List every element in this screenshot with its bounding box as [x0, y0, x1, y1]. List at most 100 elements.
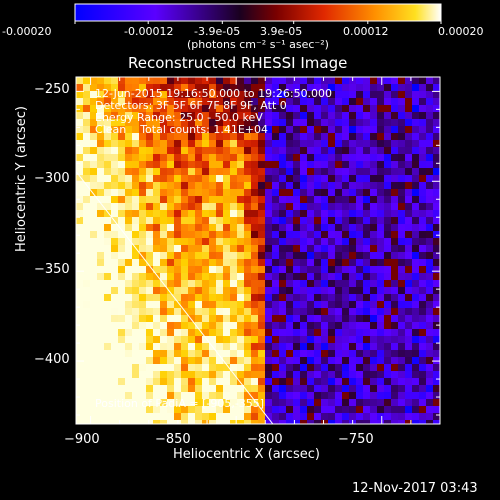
heatmap-cell: [363, 91, 371, 99]
heatmap-cell: [223, 175, 231, 183]
heatmap-cell: [216, 77, 224, 85]
heatmap-cell: [209, 259, 217, 267]
heatmap-cell: [230, 266, 238, 274]
heatmap-cell: [167, 343, 175, 351]
heatmap-cell: [174, 294, 182, 302]
heatmap-cell: [90, 84, 98, 92]
heatmap-cell: [370, 406, 378, 414]
heatmap-cell: [251, 420, 259, 424]
heatmap-cell: [433, 238, 440, 246]
heatmap-cell: [314, 126, 322, 134]
heatmap-cell: [76, 126, 84, 134]
heatmap-cell: [132, 84, 140, 92]
heatmap-cell: [377, 385, 385, 393]
heatmap-cell: [412, 252, 420, 260]
heatmap-cell: [251, 259, 259, 267]
heatmap-cell: [265, 378, 273, 386]
heatmap-cell: [258, 147, 266, 155]
heatmap-cell: [321, 322, 329, 330]
heatmap-cell: [251, 280, 259, 288]
heatmap-cell: [237, 98, 245, 106]
heatmap-cell: [153, 119, 161, 127]
heatmap-cell: [139, 112, 147, 120]
heatmap-cell: [188, 203, 196, 211]
heatmap-cell: [321, 91, 329, 99]
heatmap-cell: [265, 189, 273, 197]
heatmap-cell: [412, 175, 420, 183]
heatmap-cell: [174, 364, 182, 372]
heatmap-cell: [83, 91, 91, 99]
heatmap-cell: [174, 98, 182, 106]
heatmap-cell: [398, 203, 406, 211]
heatmap-cell: [202, 357, 210, 365]
heatmap-cell: [426, 252, 434, 260]
heatmap-cell: [153, 189, 161, 197]
heatmap-cell: [104, 161, 112, 169]
heatmap-cell: [104, 322, 112, 330]
heatmap-cell: [251, 161, 259, 169]
heatmap-cell: [223, 84, 231, 92]
heatmap-cell: [300, 154, 308, 162]
heatmap-cell: [146, 210, 154, 218]
heatmap-cell: [90, 371, 98, 379]
heatmap-cell: [300, 399, 308, 407]
heatmap-cell: [272, 217, 280, 225]
heatmap-cell: [181, 133, 189, 141]
heatmap-cell: [384, 98, 392, 106]
heatmap-cell: [314, 231, 322, 239]
heatmap-cell: [139, 287, 147, 295]
heatmap-cell: [139, 77, 147, 85]
heatmap-cell: [90, 112, 98, 120]
heatmap-cell: [384, 77, 392, 85]
heatmap-cell: [160, 210, 168, 218]
heatmap-cell: [153, 252, 161, 260]
heatmap-cell: [76, 98, 84, 106]
heatmap-cell: [300, 238, 308, 246]
heatmap-cell: [426, 273, 434, 281]
heatmap-cell: [153, 308, 161, 316]
heatmap-cell: [370, 175, 378, 183]
heatmap-cell: [230, 273, 238, 281]
heatmap-cell: [174, 266, 182, 274]
heatmap-cell: [104, 420, 112, 424]
heatmap-cell: [307, 399, 315, 407]
heatmap-cell: [279, 189, 287, 197]
heatmap-cell: [342, 364, 350, 372]
heatmap-cell: [391, 364, 399, 372]
heatmap-cell: [174, 238, 182, 246]
heatmap-cell: [118, 140, 126, 148]
heatmap-cell: [335, 357, 343, 365]
heatmap-cell: [125, 371, 133, 379]
heatmap-cell: [265, 140, 273, 148]
heatmap-cell: [237, 77, 245, 85]
heatmap-cell: [167, 84, 175, 92]
heatmap-cell: [118, 119, 126, 127]
heatmap-cell: [272, 133, 280, 141]
heatmap-cell: [272, 175, 280, 183]
heatmap-cell: [174, 273, 182, 281]
heatmap-cell: [307, 392, 315, 400]
heatmap-cell: [195, 294, 203, 302]
heatmap-cell: [272, 119, 280, 127]
heatmap-cell: [216, 280, 224, 288]
heatmap-cell: [356, 196, 364, 204]
heatmap-cell: [132, 238, 140, 246]
heatmap-cell: [167, 308, 175, 316]
heatmap-cell: [244, 315, 252, 323]
heatmap-cell: [97, 133, 105, 141]
heatmap-cell: [104, 245, 112, 253]
heatmap-cell: [419, 168, 427, 176]
heatmap-cell: [146, 273, 154, 281]
heatmap-cell: [363, 266, 371, 274]
heatmap-cell: [90, 287, 98, 295]
heatmap-cell: [167, 252, 175, 260]
heatmap-cell: [265, 168, 273, 176]
heatmap-cell: [181, 217, 189, 225]
heatmap-cell: [279, 91, 287, 99]
heatmap-cell: [419, 84, 427, 92]
heatmap-cell: [202, 406, 210, 414]
heatmap-cell: [398, 266, 406, 274]
heatmap-cell: [111, 294, 119, 302]
heatmap-cell: [118, 154, 126, 162]
heatmap-cell: [426, 175, 434, 183]
